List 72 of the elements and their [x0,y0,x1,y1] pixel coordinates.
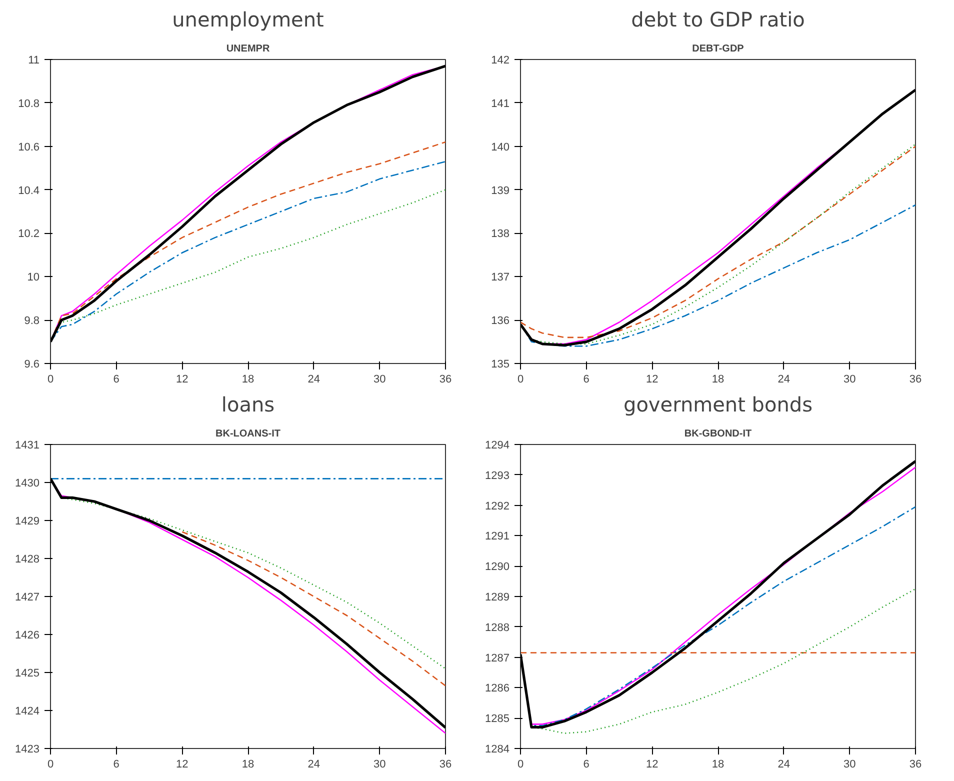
y-tick-label: 135 [491,358,510,370]
x-tick-label: 0 [517,374,524,386]
x-tick-label: 24 [308,374,320,386]
chart-title: debt to GDP ratio [631,8,805,32]
x-tick-label: 6 [583,758,590,770]
y-tick-label: 1294 [485,440,510,452]
x-tick-label: 30 [844,374,856,386]
y-tick-label: 1285 [485,713,510,726]
y-tick-label: 1287 [485,652,510,664]
x-tick-label: 12 [646,374,658,386]
y-tick-label: 138 [491,228,510,240]
y-tick-label: 1425 [15,668,40,680]
y-tick-label: 139 [491,184,510,197]
y-tick-label: 137 [491,272,510,284]
y-tick-label: 1428 [15,554,40,566]
x-tick-label: 6 [113,758,120,770]
y-tick-label: 1293 [485,470,510,482]
y-tick-label: 1430 [15,478,40,490]
chart-subtitle: DEBT-GDP [692,44,744,54]
y-tick-label: 136 [491,315,510,328]
y-tick-label: 1427 [15,592,40,604]
x-tick-label: 30 [844,758,856,770]
x-tick-label: 0 [47,374,54,386]
x-tick-label: 0 [47,758,54,770]
x-tick-label: 30 [374,374,386,386]
chart-title: government bonds [624,392,813,416]
y-tick-label: 10.6 [18,141,40,154]
y-tick-label: 1423 [15,744,40,756]
x-tick-label: 24 [308,758,320,770]
y-tick-label: 10.2 [18,228,40,240]
y-tick-label: 9.6 [24,358,40,370]
chart-subtitle: UNEMPR [226,44,270,54]
x-tick-label: 36 [909,758,922,770]
y-tick-label: 10 [27,272,40,284]
x-tick-label: 24 [778,758,790,770]
x-tick-label: 6 [583,374,590,386]
y-tick-label: 1429 [15,516,40,528]
chart-subtitle: BK-GBOND-IT [684,428,752,440]
y-tick-label: 11 [28,54,40,66]
y-tick-label: 1431 [15,440,40,452]
chart-title: loans [221,392,275,416]
y-tick-label: 1290 [485,561,510,574]
chart-title: unemployment [172,8,324,32]
x-tick-label: 30 [374,758,386,770]
y-tick-label: 9.8 [24,315,40,328]
chart-subtitle: BK-LOANS-IT [216,428,281,440]
y-tick-label: 1424 [15,706,40,718]
y-tick-label: 10.8 [18,98,40,110]
y-tick-label: 1426 [15,630,40,642]
y-tick-label: 141 [491,98,510,110]
x-tick-label: 36 [909,374,922,386]
x-tick-label: 18 [242,374,254,386]
y-tick-label: 1286 [485,682,510,695]
y-tick-label: 1292 [485,500,510,512]
x-tick-label: 6 [113,374,120,386]
y-tick-label: 1284 [485,744,510,756]
y-tick-label: 1291 [485,530,510,543]
x-tick-label: 18 [712,758,724,770]
x-tick-label: 18 [242,758,254,770]
x-tick-label: 24 [778,374,790,386]
x-tick-label: 12 [176,758,188,770]
y-tick-label: 142 [491,54,510,66]
y-tick-label: 1289 [485,592,510,604]
x-tick-label: 36 [439,374,452,386]
x-tick-label: 12 [176,374,188,386]
y-tick-label: 1288 [485,622,510,634]
x-tick-label: 36 [439,758,452,770]
x-tick-label: 18 [712,374,724,386]
y-tick-label: 140 [491,141,510,154]
y-tick-label: 10.4 [18,184,40,197]
x-tick-label: 0 [517,758,524,770]
x-tick-label: 12 [646,758,658,770]
